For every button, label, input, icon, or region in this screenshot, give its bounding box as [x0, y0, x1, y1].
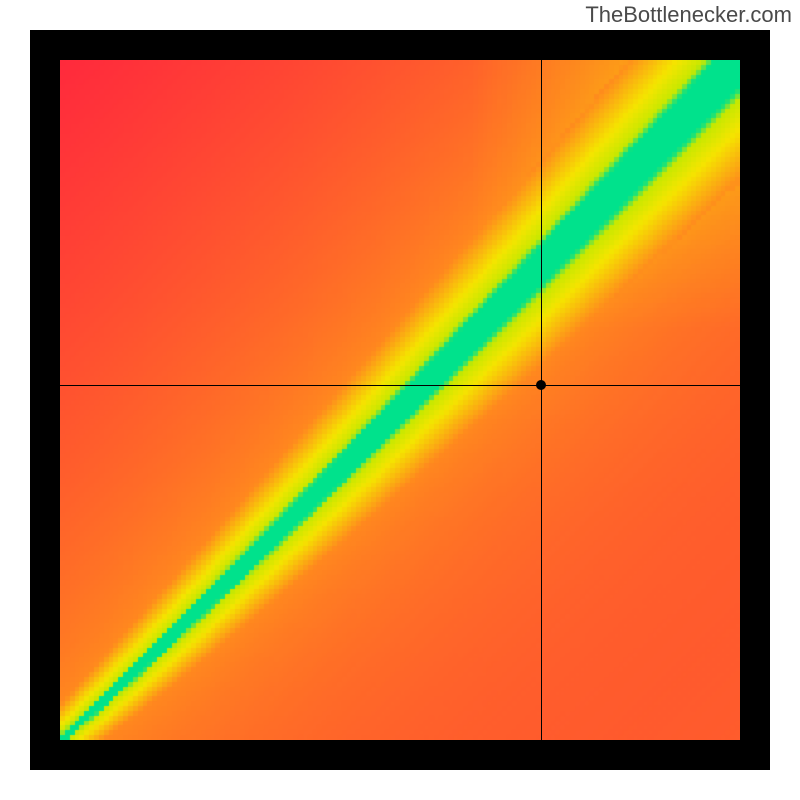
- crosshair-horizontal: [60, 385, 740, 386]
- chart-container: TheBottlenecker.com: [0, 0, 800, 800]
- chart-frame: [30, 30, 770, 770]
- heatmap-canvas: [60, 60, 740, 740]
- plot-area: [60, 60, 740, 740]
- watermark-text: TheBottlenecker.com: [585, 2, 792, 28]
- crosshair-vertical: [541, 60, 542, 740]
- crosshair-point: [536, 380, 546, 390]
